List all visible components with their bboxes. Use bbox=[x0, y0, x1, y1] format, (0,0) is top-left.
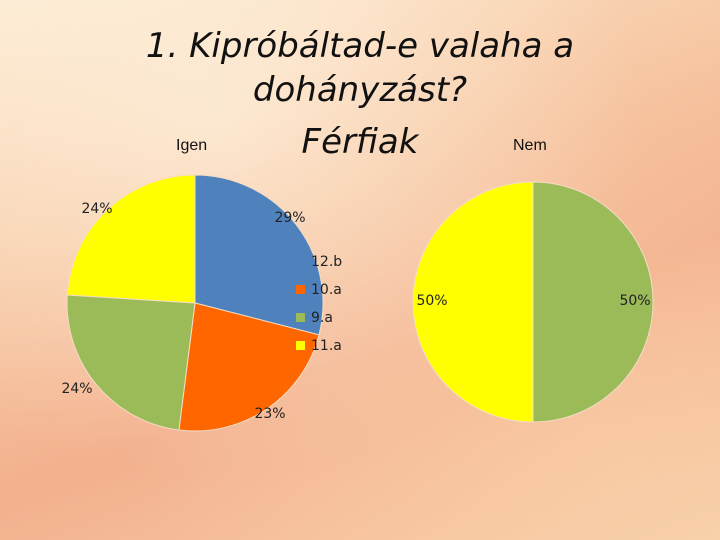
legend-swatch-9a bbox=[296, 313, 305, 322]
pie1-slice-10a bbox=[178, 302, 320, 432]
legend-label-11a: 11.a bbox=[311, 338, 342, 354]
pie1-slice-12b bbox=[194, 174, 324, 336]
igen-chart-title: Igen bbox=[176, 137, 208, 154]
slide-subtitle: Férfiak bbox=[301, 122, 419, 162]
pie1-data-label-11a: 24% bbox=[81, 201, 112, 217]
pie1-data-label-10a: 23% bbox=[254, 406, 285, 422]
pie1-data-label-12b: 29% bbox=[274, 210, 305, 226]
pie1-data-label-9a: 24% bbox=[61, 381, 92, 397]
legend-swatch-12b bbox=[296, 257, 305, 266]
pie2-data-label-11a: 50% bbox=[416, 293, 447, 309]
legend-label-12b: 12.b bbox=[311, 254, 342, 270]
pie2-slice-11a bbox=[412, 181, 534, 423]
legend-label-9a: 9.a bbox=[311, 310, 333, 326]
nem-chart-title: Nem bbox=[513, 137, 547, 154]
pie2-data-label-9a: 50% bbox=[619, 293, 650, 309]
legend-swatch-11a bbox=[296, 341, 305, 350]
legend-swatch-10a bbox=[296, 285, 305, 294]
pie1-slice-9a bbox=[66, 294, 196, 431]
pie2-slice-9a bbox=[532, 181, 654, 423]
slide-title: 1. Kipróbáltad-e valaha a dohányzást? bbox=[145, 26, 575, 110]
legend-label-10a: 10.a bbox=[311, 282, 342, 298]
legend: 12.b 10.a 9.a 11.a bbox=[296, 254, 342, 354]
pie1-slice-11a bbox=[66, 174, 196, 304]
